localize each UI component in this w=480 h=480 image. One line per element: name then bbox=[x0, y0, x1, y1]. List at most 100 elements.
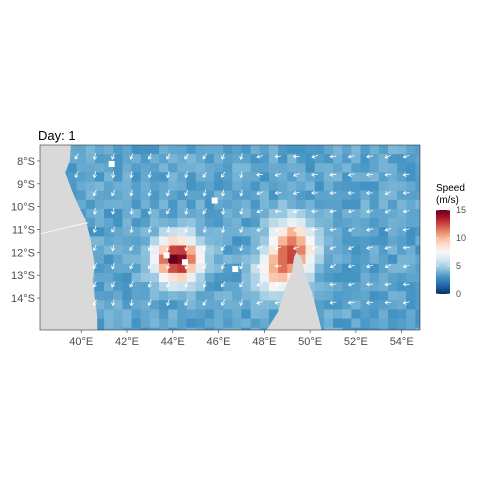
wind-arrow bbox=[402, 191, 410, 195]
wind-arrow bbox=[329, 227, 337, 232]
wind-arrow bbox=[366, 245, 373, 250]
wind-arrow bbox=[329, 191, 337, 195]
wind-arrow bbox=[274, 264, 282, 269]
wind-arrow bbox=[311, 245, 318, 250]
wind-arrow bbox=[366, 227, 373, 232]
legend-tick-label: 5 bbox=[456, 261, 461, 271]
wind-arrow bbox=[202, 263, 207, 269]
wind-arrow bbox=[256, 264, 263, 269]
wind-arrow bbox=[202, 153, 207, 160]
wind-arrow bbox=[221, 299, 225, 306]
wind-arrow bbox=[293, 154, 300, 159]
wind-arrow bbox=[256, 300, 263, 305]
x-tick-label: 44°E bbox=[161, 336, 185, 348]
wind-arrow bbox=[366, 264, 373, 269]
wind-arrow bbox=[274, 191, 282, 195]
wind-arrow bbox=[366, 300, 373, 305]
wind-arrow bbox=[221, 189, 225, 197]
wind-arrow bbox=[111, 153, 115, 160]
wind-arrow bbox=[202, 226, 207, 233]
wind-arrow bbox=[129, 281, 134, 288]
wind-arrow bbox=[221, 281, 226, 288]
wind-arrow bbox=[74, 171, 79, 178]
legend-tick-label: 10 bbox=[456, 233, 466, 243]
wind-arrow bbox=[184, 171, 189, 178]
wind-arrow bbox=[111, 207, 116, 215]
wind-arrow bbox=[348, 282, 355, 287]
wind-arrow bbox=[147, 207, 152, 215]
wind-arrow bbox=[329, 282, 337, 287]
wind-arrow bbox=[111, 171, 116, 179]
wind-arrow bbox=[147, 244, 152, 251]
wind-arrow bbox=[384, 300, 392, 305]
wind-arrow bbox=[92, 153, 97, 160]
wind-arrow bbox=[348, 264, 355, 269]
legend-tick-label: 15 bbox=[456, 205, 466, 215]
y-tick-label: 10°S bbox=[11, 202, 35, 214]
wind-arrow bbox=[239, 262, 244, 270]
legend-colorbar bbox=[436, 210, 450, 294]
wind-arrow bbox=[202, 208, 207, 215]
wind-arrow bbox=[184, 207, 189, 215]
wind-arrow bbox=[239, 207, 244, 215]
wind-arrow bbox=[92, 189, 97, 197]
wind-arrow bbox=[403, 154, 410, 159]
wind-arrow bbox=[129, 299, 134, 306]
wind-arrow bbox=[293, 246, 300, 250]
wind-arrow bbox=[384, 154, 392, 159]
wind-arrow bbox=[293, 227, 300, 232]
y-tick-label: 13°S bbox=[11, 270, 35, 282]
wind-arrow bbox=[384, 227, 392, 232]
wind-arrow bbox=[221, 171, 226, 178]
wind-arrow bbox=[166, 226, 171, 233]
wind-arrow bbox=[166, 299, 170, 306]
x-tick-label: 48°E bbox=[252, 336, 276, 348]
wind-arrow bbox=[347, 191, 355, 195]
africa-coast bbox=[40, 145, 98, 330]
wind-arrow bbox=[147, 171, 152, 178]
wind-arrow bbox=[366, 209, 373, 214]
wind-arrow bbox=[202, 244, 207, 251]
wind-arrow bbox=[329, 246, 337, 250]
wind-arrow bbox=[129, 244, 134, 251]
wind-arrow bbox=[147, 299, 152, 306]
wind-arrow bbox=[311, 154, 318, 159]
wind-arrow bbox=[366, 191, 373, 195]
wind-arrow bbox=[184, 244, 189, 251]
wind-arrow bbox=[256, 172, 264, 177]
x-tick-label: 54°E bbox=[390, 336, 414, 348]
wind-arrow bbox=[239, 171, 244, 178]
wind-arrow bbox=[239, 244, 244, 251]
wind-arrow bbox=[147, 189, 152, 197]
wind-arrow bbox=[184, 189, 189, 197]
wind-arrow bbox=[256, 191, 263, 195]
wind-arrow bbox=[274, 282, 282, 287]
wind-arrow bbox=[111, 244, 116, 252]
wind-arrow bbox=[166, 189, 170, 197]
wind-arrow bbox=[92, 281, 97, 288]
wind-arrow bbox=[348, 227, 355, 232]
y-tick-label: 11°S bbox=[12, 225, 35, 237]
wind-arrow bbox=[384, 264, 392, 269]
wind-arrow bbox=[184, 281, 189, 288]
wind-arrow bbox=[256, 282, 263, 287]
wind-arrow bbox=[330, 264, 336, 269]
wind-arrow bbox=[239, 189, 244, 197]
wind-arrow bbox=[147, 226, 152, 233]
wind-arrow bbox=[402, 209, 410, 214]
wind-arrow bbox=[402, 245, 410, 250]
wind-arrow bbox=[384, 172, 392, 177]
wind-arrow bbox=[221, 226, 226, 233]
wind-arrow bbox=[329, 154, 337, 159]
wind-arrow bbox=[293, 209, 300, 214]
wind-arrow bbox=[147, 153, 152, 160]
wind-arrow bbox=[184, 226, 189, 233]
wind-arrow bbox=[202, 171, 207, 178]
wind-arrow bbox=[129, 171, 134, 179]
wind-arrow bbox=[311, 172, 319, 177]
x-tick-label: 50°E bbox=[298, 336, 322, 348]
wind-arrow bbox=[366, 282, 373, 287]
wind-arrow bbox=[92, 171, 97, 178]
wind-arrow bbox=[274, 300, 282, 305]
wind-arrow bbox=[92, 226, 97, 233]
